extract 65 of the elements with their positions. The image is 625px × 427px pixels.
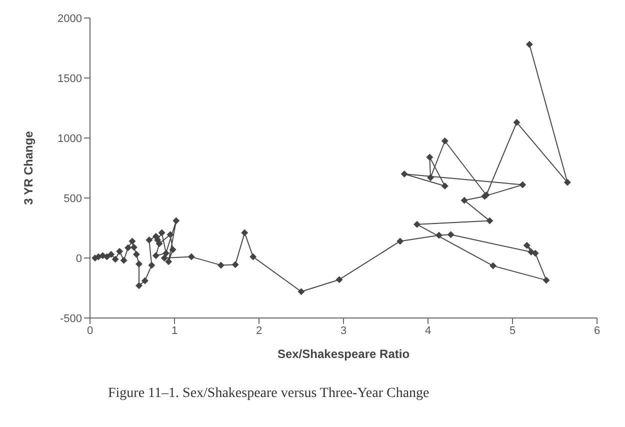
point bbox=[112, 256, 119, 263]
point bbox=[160, 254, 168, 262]
point bbox=[441, 182, 448, 190]
point bbox=[108, 250, 115, 258]
point bbox=[542, 276, 550, 284]
point bbox=[146, 236, 153, 244]
point bbox=[486, 217, 494, 224]
point bbox=[513, 118, 520, 126]
point bbox=[132, 250, 140, 258]
point bbox=[523, 242, 530, 249]
x-tick-label: 1 bbox=[171, 324, 178, 337]
point bbox=[156, 240, 163, 248]
y-tick-label: 1000 bbox=[58, 132, 82, 145]
point bbox=[298, 288, 305, 296]
point bbox=[460, 196, 468, 204]
point bbox=[141, 277, 148, 284]
text: Figure 11–1. Sex/Shakespeare versus Three-Year Change bbox=[108, 386, 430, 402]
point bbox=[169, 246, 176, 254]
point bbox=[427, 174, 434, 182]
y-axis-title: 3 YR Change bbox=[21, 130, 36, 205]
point bbox=[152, 252, 160, 260]
point bbox=[188, 253, 195, 260]
y-tick-label: 1500 bbox=[58, 72, 82, 85]
point bbox=[414, 220, 421, 228]
point bbox=[130, 244, 138, 251]
point bbox=[120, 256, 128, 264]
point bbox=[336, 276, 343, 284]
x-axis-title: Sex/Shakespeare Ratio bbox=[277, 347, 410, 361]
y-tick-label: 0 bbox=[76, 252, 82, 265]
point bbox=[136, 282, 143, 290]
point bbox=[166, 231, 174, 238]
point bbox=[241, 229, 248, 236]
x-tick-label: 2 bbox=[256, 324, 262, 337]
point bbox=[396, 238, 404, 245]
y-tick-label: 500 bbox=[64, 192, 82, 205]
point bbox=[435, 232, 442, 239]
point bbox=[519, 181, 526, 188]
point bbox=[103, 253, 110, 260]
point bbox=[400, 170, 408, 178]
point bbox=[128, 238, 136, 245]
point bbox=[490, 262, 497, 270]
point bbox=[148, 262, 156, 269]
x-tick-label: 4 bbox=[424, 324, 432, 337]
point bbox=[441, 138, 448, 144]
x-tick-label: 6 bbox=[594, 324, 600, 337]
point bbox=[158, 229, 166, 236]
y-tick-label: 2000 bbox=[58, 12, 82, 25]
x-tick-label: 3 bbox=[340, 324, 347, 337]
x-tick-label: 5 bbox=[509, 324, 516, 337]
point bbox=[162, 250, 170, 257]
y-tick-label: -500 bbox=[60, 312, 82, 325]
point bbox=[526, 40, 533, 48]
point bbox=[124, 244, 132, 252]
point bbox=[250, 253, 257, 260]
point bbox=[136, 260, 143, 268]
point bbox=[532, 250, 539, 257]
x-tick-label: 0 bbox=[86, 324, 94, 337]
point bbox=[232, 261, 239, 268]
point bbox=[116, 248, 124, 255]
point bbox=[172, 217, 180, 224]
point bbox=[564, 178, 571, 186]
point bbox=[165, 258, 172, 266]
point bbox=[426, 154, 434, 161]
point bbox=[217, 262, 224, 269]
point bbox=[447, 231, 454, 238]
